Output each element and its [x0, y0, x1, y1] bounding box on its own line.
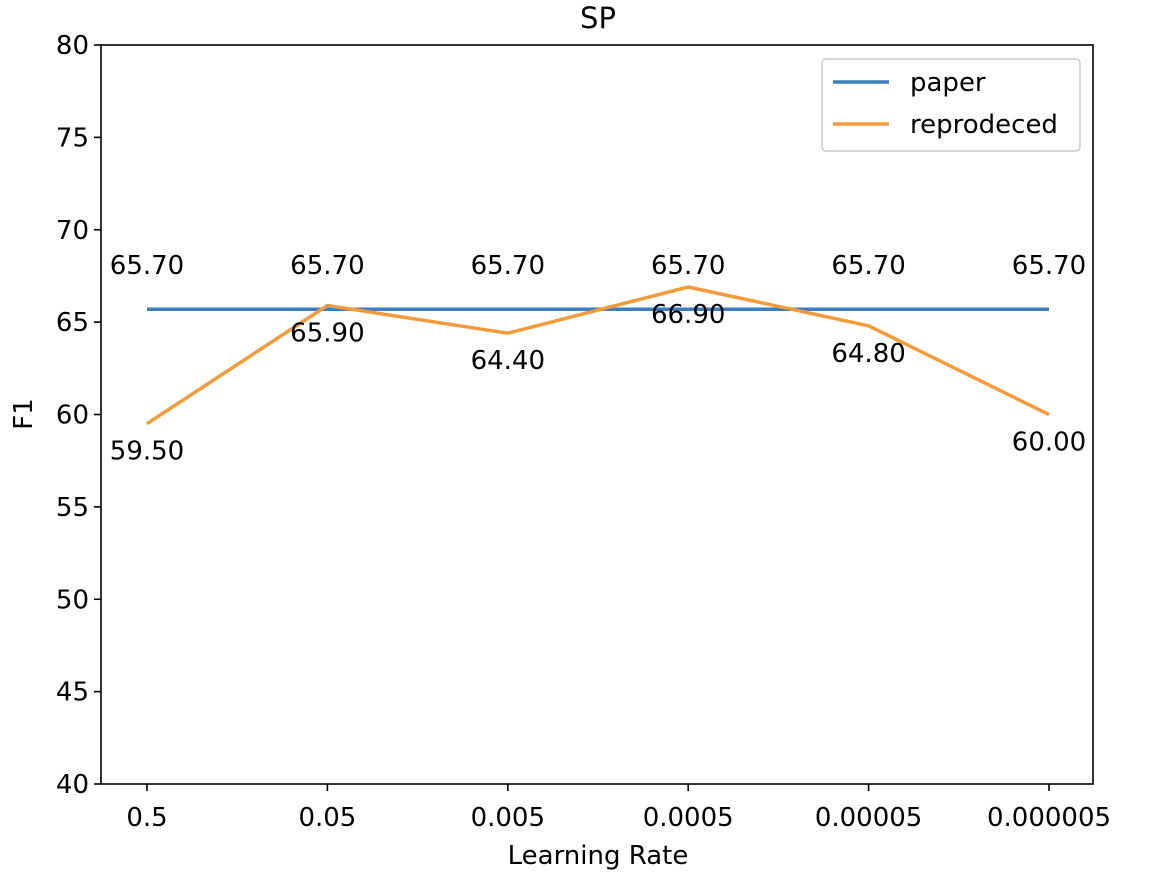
data-label-paper: 65.70: [831, 251, 905, 281]
legend-label-paper: paper: [910, 68, 986, 98]
x-tick-label: 0.000005: [987, 803, 1111, 833]
x-tick-label: 0.005: [471, 803, 545, 833]
data-label-paper: 65.70: [651, 251, 725, 281]
data-label-reprodeced: 66.90: [651, 300, 725, 330]
x-tick-label: 0.05: [298, 803, 356, 833]
y-tick-label: 80: [56, 31, 89, 61]
x-tick-label: 0.5: [126, 803, 167, 833]
x-tick-label: 0.0005: [643, 803, 734, 833]
y-tick-label: 45: [56, 678, 89, 708]
data-label-reprodeced: 64.40: [471, 346, 545, 376]
data-label-paper: 65.70: [110, 251, 184, 281]
x-axis-title: Learning Rate: [508, 841, 689, 871]
data-label-paper: 65.70: [1012, 251, 1086, 281]
data-label-paper: 65.70: [471, 251, 545, 281]
plot-frame: [100, 44, 1094, 785]
plot-area: 40 45 50 55 60 65 70 75 80 0.5 0.05 0.005 0.0005 0.00…: [56, 31, 1111, 833]
data-label-reprodeced: 59.50: [110, 437, 184, 467]
x-tick-label: 0.00005: [815, 803, 923, 833]
y-tick-label: 40: [56, 770, 89, 800]
y-tick-label: 70: [56, 216, 89, 246]
y-tick-label: 60: [56, 401, 89, 431]
chart-title: SP: [580, 1, 616, 35]
y-tick-label: 75: [56, 123, 89, 153]
data-label-paper: 65.70: [290, 251, 364, 281]
data-label-reprodeced: 65.90: [290, 318, 364, 348]
y-axis-title: F1: [9, 398, 39, 430]
data-label-reprodeced: 64.80: [831, 339, 905, 369]
series-line-reprodeced: [146, 285, 1050, 426]
data-label-reprodeced: 60.00: [1012, 428, 1086, 458]
legend-label-reprodeced: reprodeced: [910, 110, 1058, 140]
y-tick-label: 50: [56, 585, 89, 615]
y-tick-label: 65: [56, 308, 89, 338]
y-tick-label: 55: [56, 493, 89, 523]
